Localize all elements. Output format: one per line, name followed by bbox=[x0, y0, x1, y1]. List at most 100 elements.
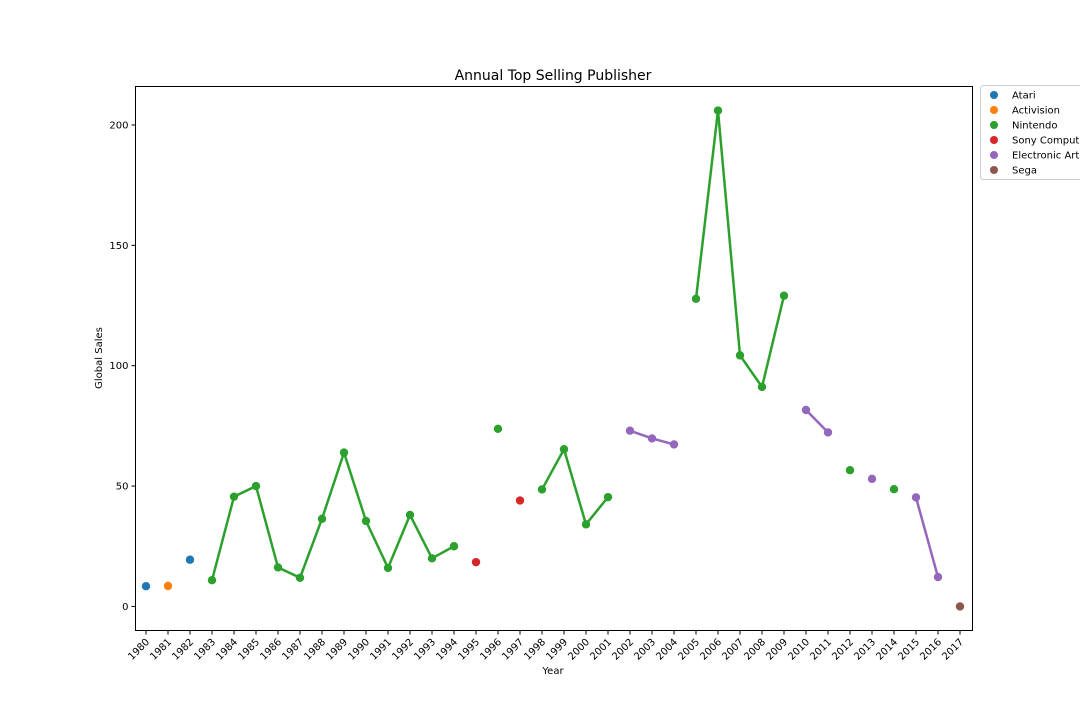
x-tick-label: 1988 bbox=[302, 637, 328, 663]
data-point bbox=[317, 514, 327, 524]
x-tick-label: 2005 bbox=[676, 637, 702, 663]
data-point bbox=[427, 554, 437, 563]
x-tick-label: 1980 bbox=[126, 637, 152, 663]
series-segment bbox=[298, 517, 324, 580]
x-tick-label: 2017 bbox=[940, 637, 966, 663]
series-segment bbox=[408, 513, 434, 560]
series-segment bbox=[342, 451, 368, 523]
legend-marker bbox=[990, 166, 998, 174]
data-point bbox=[339, 448, 349, 457]
x-tick-label: 1999 bbox=[544, 637, 570, 663]
chart-title: Annual Top Selling Publisher bbox=[455, 68, 652, 84]
x-tick-label: 2000 bbox=[566, 637, 592, 663]
legend-box bbox=[980, 85, 1080, 180]
x-tick-label: 1998 bbox=[522, 637, 548, 663]
data-point bbox=[537, 485, 547, 494]
data-point bbox=[735, 351, 745, 360]
data-point bbox=[801, 405, 811, 415]
legend-marker bbox=[990, 136, 998, 144]
data-point bbox=[933, 572, 943, 582]
legend-label: Nintendo bbox=[1012, 121, 1057, 132]
data-point bbox=[955, 602, 965, 611]
data-point bbox=[273, 563, 283, 572]
series-segment bbox=[804, 408, 830, 434]
x-tick-label: 2004 bbox=[654, 637, 680, 663]
data-point bbox=[405, 510, 415, 520]
data-point bbox=[229, 492, 239, 501]
x-tick-label: 1985 bbox=[236, 637, 262, 663]
x-tick-label: 1995 bbox=[456, 637, 482, 663]
series-lines bbox=[210, 109, 940, 582]
data-point bbox=[559, 445, 569, 454]
data-point bbox=[757, 382, 767, 392]
x-tick-label: 2001 bbox=[588, 637, 614, 663]
series-segment bbox=[716, 109, 742, 357]
x-tick-label: 1997 bbox=[500, 637, 526, 663]
series-segment bbox=[386, 513, 412, 570]
plot-area bbox=[135, 86, 973, 631]
legend-marker bbox=[990, 106, 998, 114]
legend-label: Electronic Arts bbox=[1012, 151, 1080, 162]
data-point bbox=[515, 496, 525, 505]
x-tick-label: 1991 bbox=[368, 637, 394, 663]
data-point bbox=[493, 424, 503, 433]
y-axis: 0 50 100 150 200 bbox=[109, 121, 136, 613]
legend-marker bbox=[990, 151, 998, 159]
series-segment bbox=[760, 294, 786, 389]
x-tick-label: 2014 bbox=[874, 637, 900, 663]
y-tick-label: 0 bbox=[122, 602, 128, 613]
legend-label: Activision bbox=[1012, 106, 1060, 117]
legend-label: Sega bbox=[1012, 166, 1037, 177]
y-tick-label: 100 bbox=[109, 361, 128, 372]
x-tick-label: 1996 bbox=[478, 637, 504, 663]
x-tick-label: 1993 bbox=[412, 637, 438, 663]
data-point bbox=[867, 474, 877, 484]
data-point bbox=[581, 520, 591, 529]
series-segment bbox=[562, 447, 588, 526]
data-point bbox=[713, 106, 723, 115]
data-point bbox=[185, 555, 195, 564]
series-segment bbox=[540, 447, 566, 491]
legend-marker bbox=[990, 121, 998, 129]
data-point bbox=[647, 434, 657, 443]
x-tick-label: 1987 bbox=[280, 637, 306, 663]
x-tick-label: 2006 bbox=[698, 637, 724, 663]
x-axis: 1980198119821983198419851986198719881989… bbox=[126, 630, 966, 663]
x-tick-label: 2002 bbox=[610, 637, 636, 663]
x-tick-label: 1992 bbox=[390, 637, 416, 663]
data-point bbox=[251, 481, 261, 491]
data-point bbox=[669, 440, 679, 449]
data-point bbox=[163, 581, 173, 591]
series-points bbox=[141, 106, 965, 611]
data-point bbox=[911, 493, 921, 502]
x-tick-label: 2011 bbox=[808, 637, 834, 663]
x-tick-label: 2013 bbox=[852, 637, 878, 663]
data-point bbox=[889, 485, 899, 494]
x-tick-label: 2009 bbox=[764, 637, 790, 663]
y-tick-label: 150 bbox=[109, 241, 128, 252]
legend-marker bbox=[990, 91, 998, 99]
series-segment bbox=[584, 495, 610, 526]
x-tick-label: 1982 bbox=[170, 637, 196, 663]
series-segment bbox=[738, 354, 764, 389]
x-tick-label: 2008 bbox=[742, 637, 768, 663]
data-point bbox=[471, 557, 481, 567]
x-axis-title: Year bbox=[541, 666, 564, 677]
data-point bbox=[361, 516, 371, 526]
x-tick-label: 2012 bbox=[830, 637, 856, 663]
data-point bbox=[207, 575, 217, 585]
y-tick-label: 200 bbox=[109, 121, 128, 132]
data-point bbox=[845, 465, 855, 475]
x-tick-label: 1984 bbox=[214, 637, 240, 663]
series-segment bbox=[210, 495, 236, 582]
x-tick-label: 2015 bbox=[896, 637, 922, 663]
y-tick-label: 50 bbox=[116, 482, 129, 493]
x-tick-label: 2010 bbox=[786, 637, 812, 663]
x-tick-label: 1989 bbox=[324, 637, 350, 663]
data-point bbox=[603, 492, 613, 502]
series-segment bbox=[694, 109, 720, 301]
y-axis-title: Global Sales bbox=[94, 327, 105, 389]
data-point bbox=[449, 542, 459, 551]
x-tick-label: 2016 bbox=[918, 637, 944, 663]
